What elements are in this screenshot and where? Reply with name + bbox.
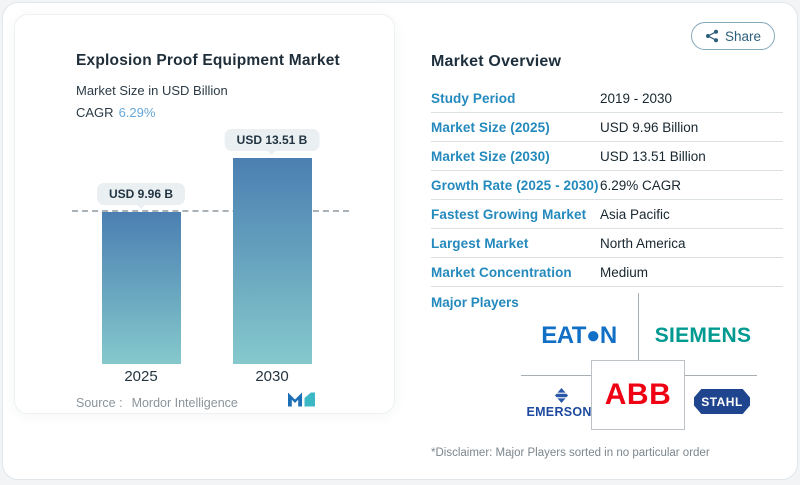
chart-card: Explosion Proof Equipment Market Market … — [14, 14, 395, 414]
row-label: Market Size (2025) — [431, 119, 550, 135]
x-axis-label-2025: 2025 — [124, 368, 158, 385]
bar-chart: USD 9.96 B USD 13.51 B 2025 2030 — [72, 129, 362, 385]
emerson-logo: EMERSON. — [515, 377, 607, 429]
table-row-fastest-growing-market: Fastest Growing Market Asia Pacific — [431, 200, 783, 229]
bar-2030 — [233, 158, 312, 364]
major-players-label: Major Players — [431, 295, 519, 310]
share-button[interactable]: Share — [691, 22, 776, 50]
share-icon — [706, 29, 718, 43]
row-value: Asia Pacific — [600, 206, 670, 222]
eaton-logo: EAT●N — [541, 322, 617, 349]
row-label: Market Concentration — [431, 264, 572, 280]
row-label: Fastest Growing Market — [431, 206, 587, 222]
row-value: USD 13.51 Billion — [600, 148, 706, 164]
x-axis-label-2030: 2030 — [255, 368, 289, 385]
row-label: Market Size (2030) — [431, 148, 550, 164]
share-button-label: Share — [725, 28, 762, 44]
table-row-largest-market: Largest Market North America — [431, 229, 783, 258]
cagr-value: 6.29% — [118, 105, 156, 120]
reference-dashed-line — [72, 210, 349, 212]
table-row-study-period: Study Period 2019 - 2030 — [431, 84, 783, 113]
abb-logo-card: ABB — [591, 360, 685, 430]
row-value: USD 9.96 Billion — [600, 119, 699, 135]
row-label: Study Period — [431, 90, 516, 106]
table-row-market-size-2030: Market Size (2030) USD 13.51 Billion — [431, 142, 783, 171]
row-value: Medium — [600, 264, 649, 280]
row-label: Largest Market — [431, 235, 529, 251]
row-value: 6.29% CAGR — [600, 177, 682, 193]
players-grid-vertical-divider — [638, 293, 639, 361]
table-row-growth-rate: Growth Rate (2025 - 2030) 6.29% CAGR — [431, 171, 783, 200]
source-attribution: Source : Mordor Intelligence — [76, 396, 238, 410]
row-value: 2019 - 2030 — [600, 90, 673, 106]
mordor-intelligence-logo-icon — [288, 392, 315, 407]
bar-value-tooltip-2025: USD 9.96 B — [96, 183, 186, 205]
cagr-label: CAGR — [76, 105, 114, 120]
chart-subtitle: Market Size in USD Billion — [76, 83, 228, 98]
stahl-logo-badge: STAHL — [694, 389, 750, 414]
emerson-wordmark: EMERSON. — [526, 404, 596, 419]
bar-value-tooltip-2030: USD 13.51 B — [224, 129, 320, 151]
bar-2025 — [102, 212, 181, 364]
disclaimer-text: *Disclaimer: Major Players sorted in no … — [431, 447, 710, 459]
overview-table: Study Period 2019 - 2030 Market Size (20… — [431, 84, 783, 287]
panel-title: Market Overview — [431, 53, 562, 70]
chart-title: Explosion Proof Equipment Market — [76, 52, 340, 69]
abb-wordmark: ABB — [604, 378, 672, 411]
row-value: North America — [600, 235, 686, 251]
table-row-market-concentration: Market Concentration Medium — [431, 258, 783, 287]
table-row-market-size-2025: Market Size (2025) USD 9.96 Billion — [431, 113, 783, 142]
siemens-logo: SIEMENS — [654, 324, 752, 347]
source-value: Mordor Intelligence — [131, 396, 238, 410]
cagr-line: CAGR 6.29% — [76, 105, 155, 120]
source-label: Source : — [76, 396, 123, 410]
row-label: Growth Rate (2025 - 2030) — [431, 177, 599, 193]
market-overview-panel: Market Overview Study Period 2019 - 2030… — [423, 3, 795, 485]
emerson-diamond-icon — [554, 387, 568, 403]
